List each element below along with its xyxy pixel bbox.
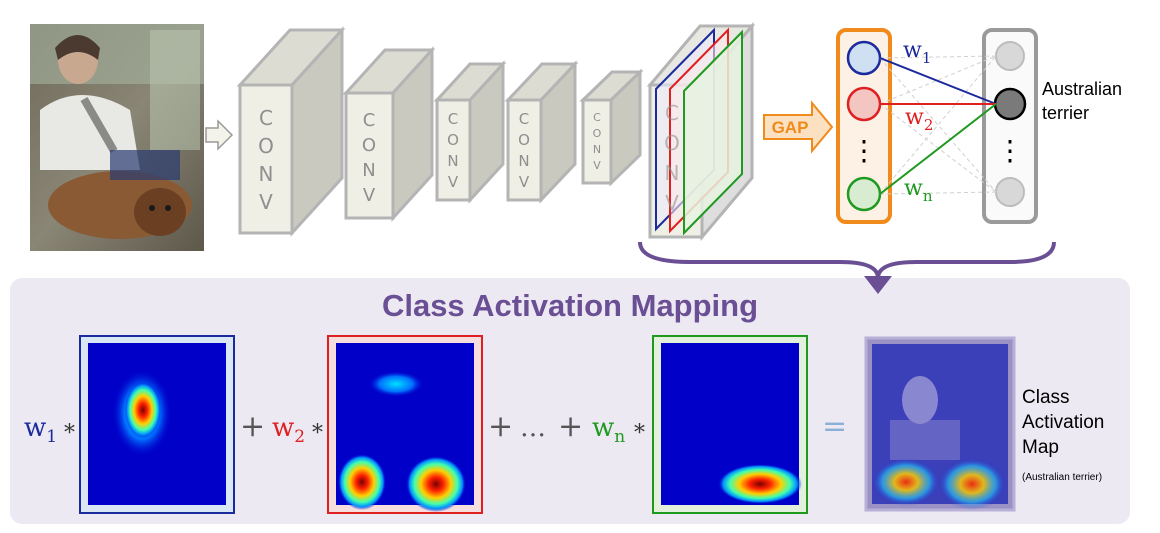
- conv-letter: O: [593, 127, 602, 140]
- eq-weight-1: w1: [24, 413, 57, 447]
- gap-unit-1: [846, 40, 882, 76]
- output-label-line2: terrier: [1042, 103, 1089, 123]
- conv-letter: N: [665, 161, 680, 185]
- output-layer: ⋮: [982, 28, 1038, 224]
- heatmap-n: [652, 335, 808, 514]
- eq-plus-3: +: [558, 409, 583, 444]
- conv-letter: C: [448, 110, 458, 128]
- conv-letter: N: [593, 143, 601, 156]
- eq-equals: =: [822, 409, 847, 444]
- conv-letter: N: [362, 160, 375, 181]
- weight-label-n: wn: [904, 176, 933, 205]
- input-arrow: [205, 119, 234, 151]
- input-photo: [30, 24, 204, 251]
- conv-block-5: C O N V: [579, 68, 644, 187]
- eq-plus-2: +: [488, 409, 513, 444]
- eq-weight-2: w2: [272, 413, 305, 447]
- conv-block-last: C O N V: [646, 21, 756, 242]
- output-label-line1: Australian: [1042, 79, 1122, 99]
- conv-letter: V: [448, 173, 459, 191]
- cam-label-line2: Activation: [1022, 412, 1104, 433]
- output-unit-top: [995, 41, 1025, 71]
- gap-arrow: GAP: [763, 100, 834, 154]
- eq-times-1: *: [64, 421, 75, 446]
- conv-block-3: C O N V: [433, 60, 507, 204]
- heatmap-2: [327, 335, 483, 514]
- conv-letter: V: [363, 185, 376, 206]
- cam-label-line3: Map: [1022, 437, 1059, 458]
- cam-label-line1: Class: [1022, 387, 1070, 408]
- conv-block-4: C O N V: [504, 60, 579, 204]
- conv-letter: V: [519, 173, 530, 191]
- conv-letter: N: [518, 152, 529, 170]
- conv-letter: O: [447, 131, 459, 149]
- weight-edge-1: [879, 57, 997, 105]
- panel-title: Class Activation Mapping: [382, 288, 758, 323]
- conv-letter: V: [665, 191, 679, 215]
- conv-letter: C: [363, 110, 376, 131]
- weight-label-2: w2: [905, 105, 933, 134]
- eq-times-2: *: [312, 421, 323, 446]
- conv-letter: C: [519, 110, 529, 128]
- gap-unit-2: [846, 86, 882, 122]
- eq-plus-1: +: [240, 409, 265, 444]
- conv-letter: O: [518, 131, 530, 149]
- conv-letter: O: [258, 134, 274, 158]
- cam-label-sub: (Australian terrier): [1022, 472, 1102, 483]
- brace-arrowhead: [864, 276, 892, 294]
- gap-vdots: ⋮: [850, 135, 878, 166]
- cam-panel: [10, 278, 1130, 524]
- feature-map-green: [683, 29, 743, 236]
- conv-letter: C: [593, 111, 601, 124]
- conv-letter: N: [259, 162, 274, 186]
- conv-letter: C: [259, 106, 273, 130]
- conv-letter: C: [665, 101, 679, 125]
- conv-letter: O: [664, 131, 680, 155]
- gap-unit-n: [846, 176, 882, 212]
- conv-letter: V: [259, 190, 273, 214]
- gap-layer: ⋮: [836, 28, 892, 224]
- gap-label: GAP: [772, 118, 809, 137]
- dense-connections: [879, 55, 997, 195]
- output-unit-terrier: [993, 87, 1027, 121]
- weight-label-1: w1: [903, 38, 931, 67]
- conv-block-1: C O N V: [236, 26, 346, 237]
- conv-letter: N: [447, 152, 458, 170]
- output-vdots: ⋮: [996, 135, 1024, 166]
- brace-arrow: [638, 241, 1056, 279]
- eq-times-n: *: [634, 421, 645, 446]
- conv-letter: O: [362, 135, 376, 156]
- eq-ellipsis: …: [520, 413, 546, 443]
- heatmap-1: [79, 335, 235, 514]
- conv-block-2: C O N V: [342, 46, 436, 222]
- eq-weight-n: wn: [592, 413, 625, 447]
- output-unit-bottom: [995, 177, 1025, 207]
- conv-letter: V: [593, 159, 601, 172]
- weight-edge-n: [879, 103, 997, 195]
- class-activation-map: [864, 336, 1016, 512]
